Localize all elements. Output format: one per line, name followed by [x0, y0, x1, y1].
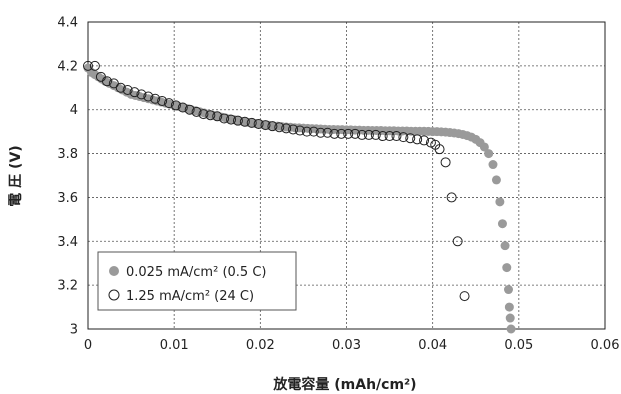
series-1-point	[370, 129, 381, 140]
series-1-point	[260, 120, 271, 131]
series-1-point	[253, 118, 264, 129]
series-0-point	[506, 324, 516, 334]
series-1-point	[398, 132, 409, 143]
series-1-point	[329, 128, 340, 139]
x-tick-label: 0.04	[418, 338, 447, 353]
legend-label-1: 1.25 mA/cm² (24 C)	[126, 289, 254, 304]
series-0-point	[504, 302, 514, 312]
series-1-point	[446, 192, 457, 203]
y-tick-label: 3.2	[57, 279, 78, 294]
series-1-point	[205, 110, 216, 121]
series-1-point	[301, 126, 312, 137]
series-0-point	[495, 197, 505, 207]
series-1-point	[336, 128, 347, 139]
series-0-point	[500, 241, 510, 251]
plot-border	[87, 21, 606, 330]
series-1-point	[459, 291, 470, 302]
series-1-point	[343, 128, 354, 139]
series-1-point	[129, 87, 140, 98]
series-1-point	[274, 122, 285, 133]
y-tick-label: 3.4	[57, 235, 78, 250]
series-1-point	[363, 129, 374, 140]
series-1-point	[101, 76, 112, 87]
series-1-point	[308, 126, 319, 137]
series-1-point	[157, 95, 168, 106]
series-1-point	[219, 113, 230, 124]
x-tick-label: 0.03	[332, 338, 361, 353]
series-1-point	[288, 124, 299, 135]
y-tick-label: 4	[70, 103, 78, 118]
series-1-point	[122, 84, 133, 95]
series-1-point	[143, 91, 154, 102]
y-tick-label: 3.6	[57, 191, 78, 206]
series-1-point	[384, 131, 395, 142]
series-1-point	[232, 115, 243, 126]
legend: 0.025 mA/cm² (0.5 C) 1.25 mA/cm² (24 C)	[97, 251, 297, 311]
legend-marker-open	[108, 289, 120, 301]
y-tick-label: 3	[70, 323, 78, 338]
series-1-point	[294, 125, 305, 136]
series-1-point	[246, 117, 257, 128]
series-0-point	[479, 142, 489, 152]
series-1-point	[350, 128, 361, 139]
series-1-point	[452, 236, 463, 247]
series-1-point	[212, 111, 223, 122]
y-tick-label: 4.2	[57, 59, 78, 74]
series-1-point	[83, 60, 93, 71]
x-tick-label: 0.02	[246, 338, 275, 353]
series-1-point	[136, 89, 147, 100]
series-1-point	[434, 144, 445, 155]
series-1-point	[115, 82, 126, 93]
series-1-point	[226, 114, 237, 125]
series-0-point	[502, 263, 512, 273]
series-1-point	[267, 121, 278, 132]
series-1-point	[281, 123, 292, 134]
x-tick-label: 0.05	[504, 338, 533, 353]
series-0-point	[484, 149, 494, 159]
series-1-point	[170, 100, 181, 111]
series-1-point	[198, 109, 209, 120]
y-tick-label: 4.4	[57, 16, 78, 31]
series-0-point	[497, 219, 507, 229]
series-layer	[83, 60, 516, 334]
series-1-point	[150, 93, 161, 104]
series-1-point	[391, 131, 402, 142]
series-1-point	[184, 104, 195, 115]
series-0-point	[503, 285, 513, 295]
series-0-point	[488, 160, 498, 170]
x-tick-label: 0	[84, 338, 92, 353]
series-1-point	[357, 129, 368, 140]
series-1-point	[163, 98, 174, 109]
legend-marker-filled	[109, 266, 119, 276]
series-1-point	[440, 157, 451, 168]
legend-box	[97, 251, 297, 311]
series-0-point	[505, 313, 515, 323]
x-tick-label: 0.06	[591, 338, 620, 353]
series-1-point	[419, 135, 430, 146]
series-1-point	[239, 116, 250, 127]
series-1-point	[315, 127, 326, 138]
x-axis-title: 放電容量 (mAh/cm²)	[272, 376, 416, 393]
plot-frame	[87, 21, 606, 330]
series-1-point	[191, 106, 202, 117]
x-tick-label: 0.01	[160, 338, 189, 353]
tick-labels: 0 0.01 0.02 0.03 0.04 0.05 0.06 3 3.2 3.4 3.6 3.8 4 4…	[57, 16, 619, 354]
legend-label-0: 0.025 mA/cm² (0.5 C)	[126, 265, 266, 280]
y-axis-title: 電 圧 (V)	[7, 145, 24, 206]
series-0-point	[491, 175, 501, 185]
grid	[88, 22, 605, 329]
y-tick-label: 3.8	[57, 147, 78, 162]
series-1-point	[177, 102, 188, 113]
series-1-point	[322, 127, 333, 138]
series-1-point	[405, 133, 416, 144]
series-1-point	[377, 131, 388, 142]
series-1-point	[89, 60, 100, 71]
series-1-point	[412, 134, 423, 145]
